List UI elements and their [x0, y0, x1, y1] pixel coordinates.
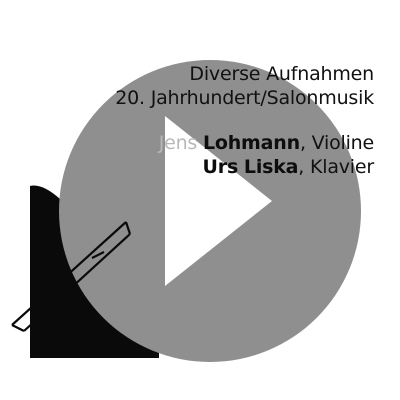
play-button[interactable]: [60, 60, 360, 360]
